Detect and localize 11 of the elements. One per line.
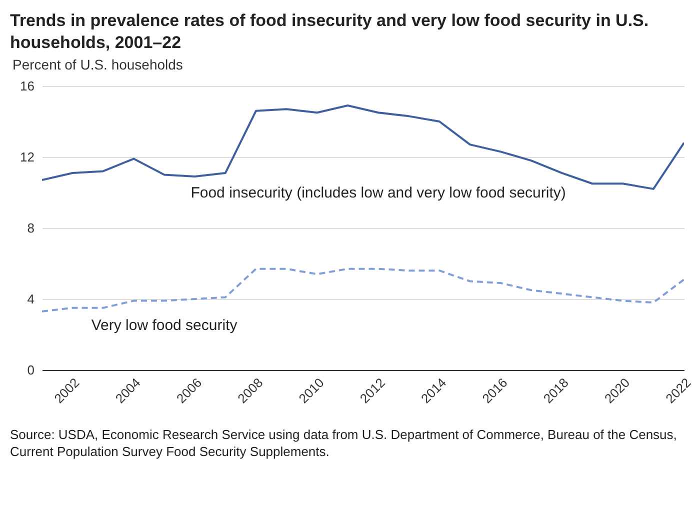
- chart-title: Trends in prevalence rates of food insecurity and very low food security in U.S. households, 2001–22: [10, 10, 650, 54]
- y-tick-label: 4: [27, 292, 34, 306]
- y-axis-title: Percent of U.S. households: [12, 56, 183, 72]
- y-tick-label: 12: [20, 150, 34, 164]
- source-note: Source: USDA, Economic Research Service using data from U.S. Department of Commerce, Bureau of the Census, Current Population Survey Food Security Supplements.: [10, 426, 678, 460]
- series-label: Food insecurity (includes low and very low food security): [190, 184, 566, 202]
- line-series: [42, 268, 684, 312]
- y-tick-label: 16: [20, 78, 34, 94]
- series-label: Very low food security: [91, 316, 238, 334]
- y-tick-label: 0: [27, 362, 34, 378]
- y-tick-label: 8: [27, 220, 34, 236]
